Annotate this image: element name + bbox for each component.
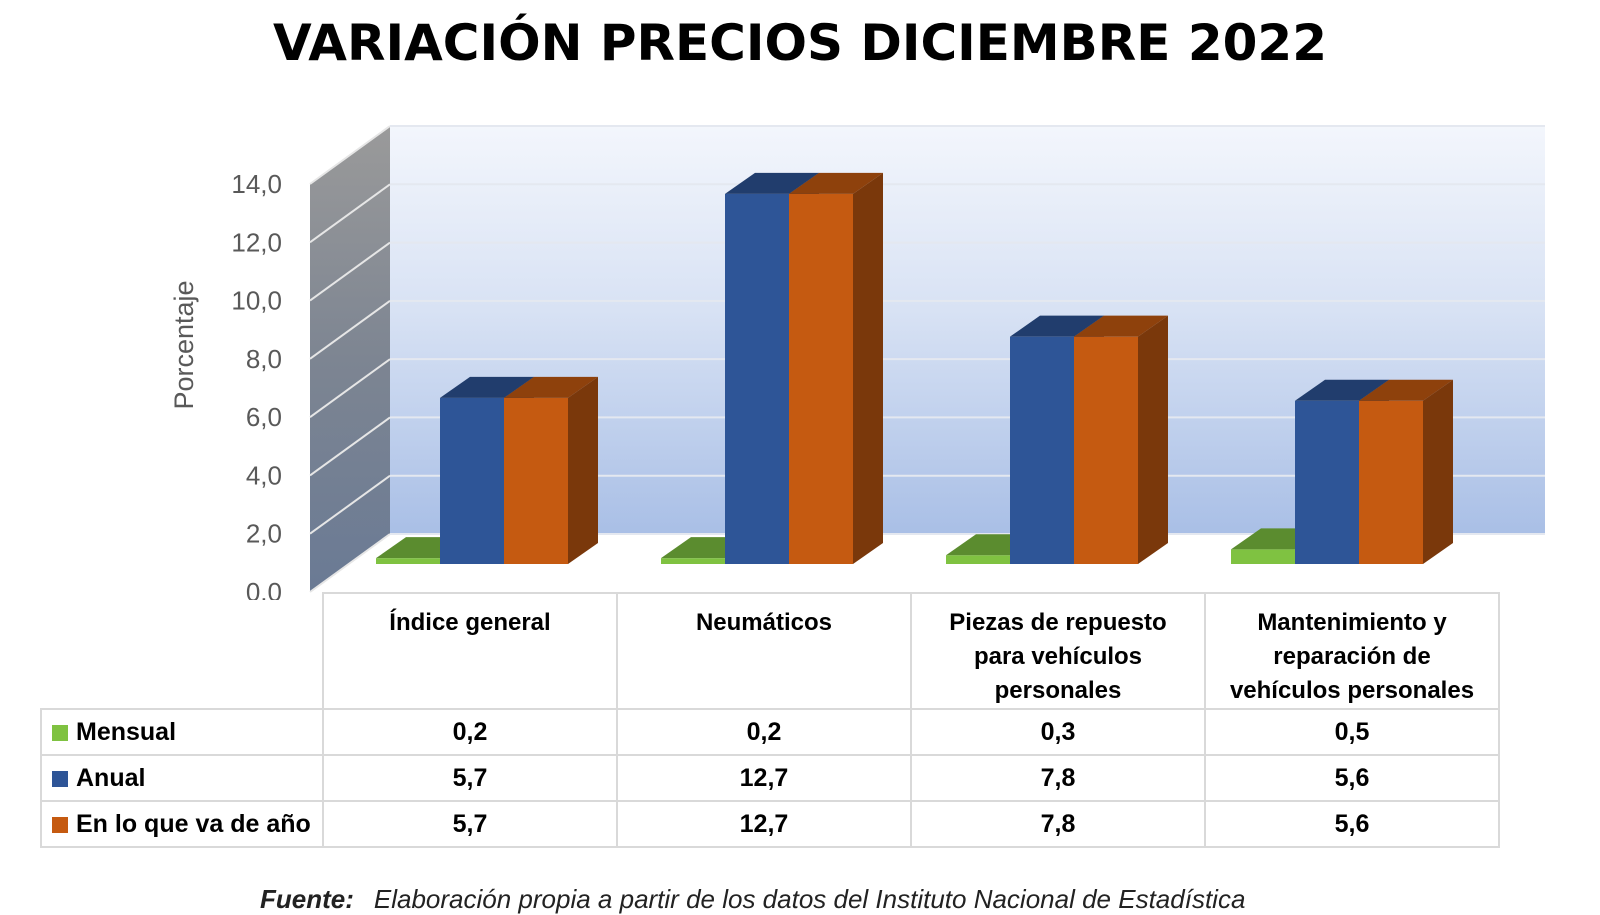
- data-label: 5,7: [322, 800, 618, 848]
- bar-front: [504, 397, 568, 564]
- bar-en-lo-que-va-de-año: [789, 172, 883, 564]
- y-tick-label: 4,0: [246, 460, 282, 490]
- legend-entry-acumulado: En lo que va de año: [40, 800, 324, 848]
- gridline: [309, 474, 391, 535]
- bar-front: [1295, 400, 1359, 564]
- y-tick-label: 12,0: [231, 227, 282, 257]
- bar-front: [1359, 400, 1423, 564]
- bar-front: [661, 558, 725, 564]
- bar-side: [1423, 379, 1453, 564]
- bar-top: [1074, 315, 1168, 337]
- data-label: 7,8: [910, 754, 1206, 802]
- chart-bars: [376, 172, 1453, 564]
- table-row-acumulado: En lo que va de año 5,7 12,7 7,8 5,6: [40, 800, 1500, 848]
- bar-front: [1074, 336, 1138, 564]
- data-label: 0,5: [1204, 708, 1500, 756]
- y-tick-label: 6,0: [246, 402, 282, 432]
- chart-title: VARIACIÓN PRECIOS DICIEMBRE 2022: [272, 14, 1328, 72]
- bar-en-lo-que-va-de-año: [1074, 315, 1168, 564]
- table-corner: [41, 593, 324, 710]
- bar-front: [789, 193, 853, 564]
- source-text: Elaboración propia a partir de los datos…: [373, 884, 1246, 914]
- chart-plot: 0,02,04,06,08,010,012,014,0 Porcentaje: [169, 125, 1545, 600]
- data-label: 0,2: [616, 708, 912, 756]
- table-row-mensual: Mensual 0,2 0,2 0,3 0,5: [40, 708, 1500, 756]
- y-tick-label: 14,0: [231, 169, 282, 199]
- category-label: Neumáticos: [616, 592, 912, 710]
- gridline: [309, 183, 391, 244]
- data-label: 5,7: [322, 754, 618, 802]
- bar-top: [440, 376, 534, 398]
- legend-swatch-mensual: [52, 724, 68, 741]
- gridline: [309, 416, 391, 477]
- legend-entry-anual: Anual: [40, 754, 324, 802]
- data-label: 5,6: [1204, 754, 1500, 802]
- gridline: [309, 358, 391, 418]
- legend-swatch-anual: [52, 770, 68, 787]
- y-tick-label: 2,0: [246, 519, 282, 549]
- bar-top: [1359, 379, 1453, 401]
- table-header-row: Índice general Neumáticos Piezas de repu…: [41, 592, 1500, 710]
- bar-front: [440, 397, 504, 564]
- data-table: Índice general Neumáticos Piezas de repu…: [40, 592, 1500, 848]
- gridline: [309, 241, 391, 302]
- category-label: Índice general: [322, 592, 618, 710]
- gridline: [309, 125, 391, 185]
- side-wall: [310, 126, 390, 592]
- back-wall: [390, 126, 1545, 534]
- bar-en-lo-que-va-de-año: [1359, 379, 1453, 564]
- category-label: Piezas de repuesto para vehículos personal…: [910, 592, 1206, 710]
- bar-front: [946, 555, 1010, 564]
- bar-front: [1010, 336, 1074, 564]
- table-row-anual: Anual 5,7 12,7 7,8 5,6: [40, 754, 1500, 802]
- data-label: 7,8: [910, 800, 1206, 848]
- legend-swatch-acumulado: [52, 816, 68, 833]
- data-label: 0,3: [910, 708, 1206, 756]
- y-axis: 0,02,04,06,08,010,012,014,0: [231, 169, 282, 600]
- y-tick-label: 10,0: [231, 286, 282, 316]
- gridline: [309, 533, 391, 593]
- category-label: Mantenimiento y reparación de vehículos pe…: [1204, 592, 1500, 710]
- bar-side: [1138, 315, 1168, 564]
- bar-side: [853, 172, 883, 564]
- bar-top: [725, 172, 819, 194]
- y-axis-label: Porcentaje: [169, 280, 199, 409]
- legend-entry-mensual: Mensual: [40, 708, 324, 756]
- data-label: 12,7: [616, 754, 912, 802]
- data-label: 0,2: [322, 708, 618, 756]
- data-label: 12,7: [616, 800, 912, 848]
- y-tick-label: 8,0: [246, 344, 282, 374]
- bar-front: [725, 193, 789, 564]
- bar-en-lo-que-va-de-año: [504, 376, 598, 564]
- bar-top: [789, 172, 883, 194]
- bar-top: [504, 376, 598, 398]
- gridline: [309, 300, 391, 360]
- bar-front: [1231, 549, 1295, 564]
- bar-front: [376, 558, 440, 564]
- bar-side: [568, 376, 598, 564]
- bar-top: [1010, 315, 1104, 337]
- chart-walls: [310, 126, 1545, 592]
- data-label: 5,6: [1204, 800, 1500, 848]
- bar-top: [1295, 379, 1389, 401]
- source-label: Fuente:: [260, 884, 354, 914]
